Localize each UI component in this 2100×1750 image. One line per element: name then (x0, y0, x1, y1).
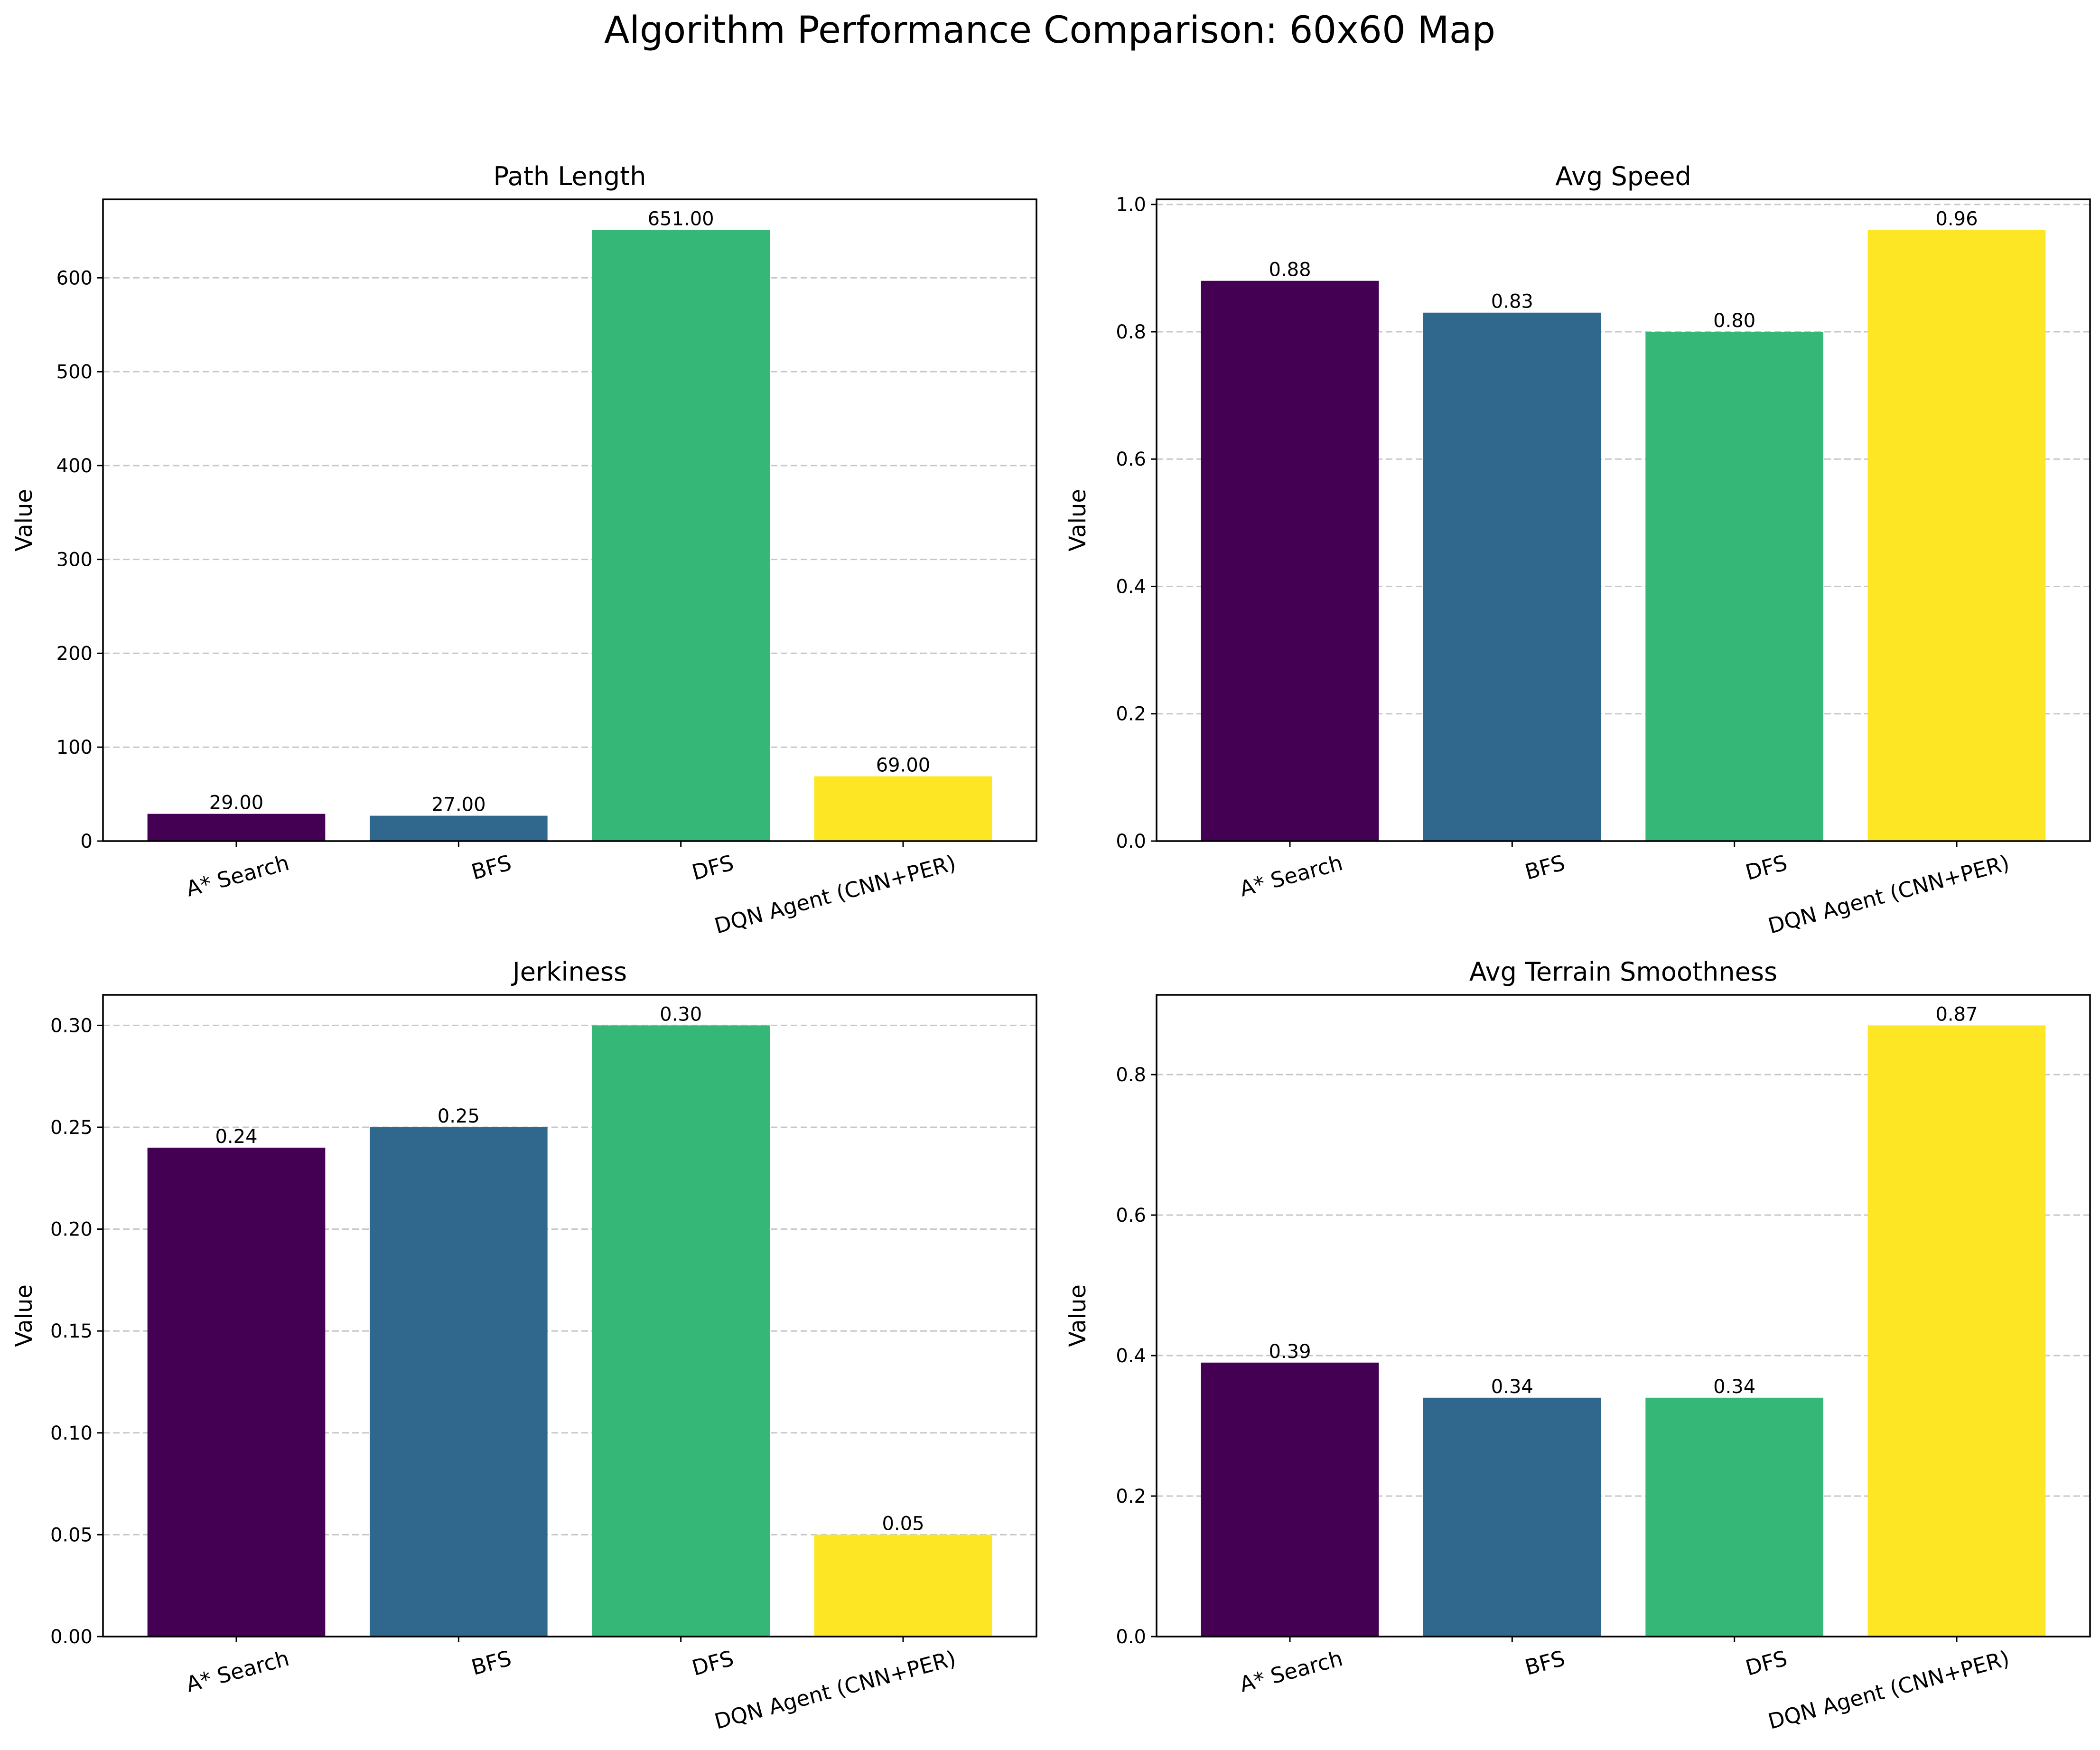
y-tick-label: 0.8 (1116, 1064, 1146, 1086)
subplot-avg-speed: 0.880.830.800.960.00.20.40.60.81.0A* Sea… (1064, 161, 2091, 939)
data-label-dfs: 651.00 (648, 208, 714, 230)
figure-title: Algorithm Performance Comparison: 60x60 … (604, 9, 1495, 52)
bar-bfs (1423, 1397, 1601, 1637)
y-tick-label: 600 (56, 267, 93, 289)
bar-dfs (592, 230, 770, 841)
y-tick-label: 0.0 (1116, 1626, 1146, 1648)
y-axis-label: Value (1064, 489, 1091, 552)
y-tick-label: 500 (56, 361, 93, 383)
bar-dfs (1645, 1397, 1823, 1637)
bar-a-search (147, 1147, 326, 1637)
panel-title: Avg Speed (1555, 161, 1691, 191)
subplot-jerkiness: 0.24 0.25 0.30 0.05 0.00 0.05 0.10 0.15 0.20 0.25… (11, 957, 1037, 1734)
y-tick-label: 0.15 (50, 1320, 93, 1342)
data-label-bfs: 0.83 (1491, 291, 1533, 313)
data-label-bfs: 27.00 (431, 794, 486, 816)
y-axis-label: Value (11, 489, 37, 552)
data-label-bfs: 0.34 (1491, 1376, 1533, 1398)
axes-frame (1156, 198, 2091, 842)
y-tick-label: 0.25 (50, 1117, 93, 1139)
bar-dqn-agent-cnn-per (1867, 1025, 2046, 1637)
y-axis-label: Value (1064, 1284, 1091, 1347)
data-label-bfs: 0.25 (438, 1105, 480, 1127)
bar-a-search (1201, 1362, 1379, 1637)
y-tick-label: 0.4 (1116, 1345, 1146, 1367)
data-label-dqn-agent-cnn-per: 69.00 (876, 755, 931, 777)
data-label-a-search: 29.00 (209, 792, 264, 814)
y-tick-label: 300 (56, 549, 93, 571)
bar-dfs (1645, 331, 1823, 841)
data-label-dqn-agent-cnn-per: 0.87 (1935, 1003, 1978, 1025)
data-label-dfs: 0.80 (1713, 310, 1755, 332)
panel-title: Path Length (493, 161, 646, 191)
y-tick-label: 0.6 (1116, 1205, 1146, 1226)
bar-bfs (1423, 312, 1601, 841)
data-label-a-search: 0.88 (1269, 259, 1311, 281)
data-label-dfs: 0.30 (660, 1003, 702, 1025)
y-tick-label: 0 (81, 831, 93, 852)
y-tick-label: 0.05 (50, 1524, 93, 1546)
bar-a-search (147, 814, 326, 841)
data-label-dqn-agent-cnn-per: 0.05 (882, 1513, 924, 1535)
y-tick-label: 400 (56, 455, 93, 477)
y-tick-label: 0.20 (50, 1219, 93, 1241)
y-tick-label: 0.10 (50, 1422, 93, 1444)
y-axis-label: Value (11, 1284, 37, 1347)
bar-bfs (370, 815, 548, 841)
y-tick-label: 0.00 (50, 1626, 93, 1648)
y-tick-label: 0.8 (1116, 321, 1146, 343)
subplot-avg-terrain-smoothness: 0.390.34 0.340.870.00.20.40.60.8A* Search… (1064, 957, 2091, 1734)
bar-dfs (592, 1025, 770, 1637)
y-tick-label: 200 (56, 643, 93, 664)
bar-dqn-agent-cnn-per (814, 776, 992, 841)
data-label-a-search: 0.24 (215, 1126, 257, 1148)
axes-frame (1156, 994, 2091, 1638)
axes-frame (102, 994, 1037, 1638)
bar-bfs (370, 1127, 548, 1637)
y-tick-label: 1.0 (1116, 194, 1146, 216)
y-tick-label: 0.4 (1116, 576, 1146, 598)
y-tick-label: 0.2 (1116, 703, 1146, 725)
data-label-dfs: 0.34 (1713, 1376, 1755, 1398)
data-label-a-search: 0.39 (1269, 1341, 1311, 1363)
y-tick-label: 0.6 (1116, 449, 1146, 470)
panel-title: Avg Terrain Smoothness (1469, 957, 1777, 987)
y-tick-label: 0.2 (1116, 1486, 1146, 1507)
data-label-dqn-agent-cnn-per: 0.96 (1935, 208, 1978, 230)
panel-title: Jerkiness (511, 957, 627, 987)
y-tick-label: 0.0 (1116, 831, 1146, 852)
y-tick-label: 0.30 (50, 1015, 93, 1037)
axes-frame (102, 198, 1037, 842)
y-tick-label: 100 (56, 737, 93, 758)
bar-dqn-agent-cnn-per (1867, 230, 2046, 841)
bar-a-search (1201, 281, 1379, 841)
bar-dqn-agent-cnn-per (814, 1535, 992, 1637)
